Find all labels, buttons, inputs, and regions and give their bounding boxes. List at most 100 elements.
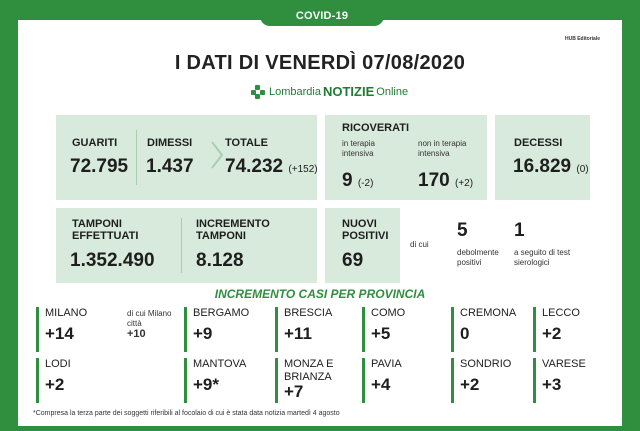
footnote: *Compresa la terza parte dei soggetti ri… — [33, 410, 340, 417]
province-name: MILANO — [45, 307, 88, 319]
province-marker — [275, 307, 278, 352]
tests-panel — [56, 208, 317, 283]
sierologici-value: 1 — [514, 220, 525, 241]
brand-left: Lombardia — [269, 85, 321, 98]
non-intensiva-value: 170 (+2) — [418, 170, 473, 192]
province-name: BRESCIA — [284, 307, 333, 319]
province-name: SONDRIO — [460, 358, 512, 370]
decessi-delta: (0) — [576, 164, 589, 175]
milano-note: di cui Milano città +10 — [127, 309, 177, 340]
nuovi-positivi-value: 69 — [342, 250, 364, 271]
lombardia-logo-icon — [251, 84, 265, 99]
province-name: COMO — [371, 307, 406, 319]
province-value: +7 — [284, 382, 304, 401]
brand-right: Online — [376, 85, 409, 98]
intensiva-value: 9 (-2) — [342, 170, 373, 192]
divider — [136, 130, 137, 185]
divider — [181, 218, 182, 273]
province-bergamo: BERGAMO +9 — [184, 307, 264, 352]
province-value: +14 — [45, 324, 74, 343]
di-cui-label: di cui — [410, 240, 429, 249]
province-marker — [184, 358, 187, 403]
nuovi-positivi-label: NUOVI POSITIVI — [342, 218, 389, 242]
province-value: +5 — [371, 324, 391, 343]
intensiva-label: in terapia intensiva — [342, 139, 375, 158]
province-marker — [36, 307, 39, 352]
province-value: +2 — [45, 375, 65, 394]
province-name: MANTOVA — [193, 358, 247, 370]
province-marker — [451, 358, 454, 403]
province-value: +9* — [193, 375, 219, 394]
dimessi-label: DIMESSI — [147, 137, 193, 149]
province-marker — [362, 307, 365, 352]
province-name: CREMONA — [460, 307, 517, 319]
province-sondrio: SONDRIO +2 — [451, 358, 531, 403]
province-name: MONZA E BRIANZA — [284, 358, 334, 383]
province-name: LECCO — [542, 307, 580, 319]
publisher-label: HUB Editoriale — [565, 36, 601, 42]
recovered-panel — [56, 115, 317, 200]
tamponi-value: 1.352.490 — [70, 250, 155, 271]
brand-mid: NOTIZIE — [322, 84, 375, 99]
guariti-label: GUARITI — [72, 137, 118, 149]
milano-note-text: di cui Milano città — [127, 309, 172, 328]
province-name: PAVIA — [371, 358, 402, 370]
page-title: I DATI DI VENERDÌ 07/08/2020 — [174, 52, 466, 74]
province-value: +2 — [542, 324, 562, 343]
non-intensiva-label: non in terapia intensiva — [418, 139, 467, 158]
debolmente-label: debolmente positivi — [457, 248, 499, 267]
sierologici-label: a seguito di test sierologici — [514, 248, 571, 267]
hospitalized-panel — [325, 115, 487, 200]
province-brescia: BRESCIA +11 — [275, 307, 355, 352]
new-positives-panel — [325, 208, 400, 283]
province-cremona: CREMONA 0 — [451, 307, 531, 352]
chevron-right-icon — [211, 141, 224, 169]
intensiva-delta: (-2) — [357, 178, 374, 189]
totale-label: TOTALE — [225, 137, 268, 149]
province-mantova: MANTOVA +9* — [184, 358, 264, 403]
province-varese: VARESE +3 — [533, 358, 613, 403]
debolmente-value: 5 — [457, 220, 468, 241]
provinces-title: INCREMENTO CASI PER PROVINCIA — [214, 287, 426, 301]
decessi-label: DECESSI — [514, 137, 563, 149]
province-marker — [533, 358, 536, 403]
province-marker — [362, 358, 365, 403]
province-marker — [184, 307, 187, 352]
province-value: +11 — [284, 324, 312, 343]
province-value: +9 — [193, 324, 213, 343]
province-value: 0 — [460, 324, 470, 343]
province-marker — [533, 307, 536, 352]
deaths-panel — [495, 115, 590, 200]
intensiva-number: 9 — [342, 170, 353, 191]
province-lodi: LODI +2 — [36, 358, 116, 403]
incremento-label: INCREMENTO TAMPONI — [196, 218, 270, 242]
tagline-pill: COVID-19 LOMBARDIA — [260, 6, 384, 42]
dimessi-value: 1.437 — [146, 156, 194, 177]
incremento-value: 8.128 — [196, 250, 244, 271]
province-name: VARESE — [542, 358, 586, 370]
milano-note-value: +10 — [127, 328, 146, 340]
decessi-value: 16.829 (0) — [513, 156, 589, 178]
province-marker — [451, 307, 454, 352]
province-name: LODI — [45, 358, 71, 370]
province-marker — [36, 358, 39, 403]
guariti-value: 72.795 — [70, 156, 129, 177]
brand-logo: Lombardia NOTIZIE Online — [251, 84, 408, 99]
ricoverati-label: RICOVERATI — [342, 122, 410, 134]
province-marker — [275, 358, 278, 403]
province-value: +4 — [371, 375, 391, 394]
totale-delta: (+152) — [288, 164, 318, 175]
totale-value: 74.232 (+152) — [225, 156, 318, 178]
province-pavia: PAVIA +4 — [362, 358, 442, 403]
province-milano: MILANO +14 — [36, 307, 116, 352]
province-monza-e-brianza: MONZA E BRIANZA +7 — [275, 358, 355, 403]
decessi-number: 16.829 — [513, 156, 572, 177]
province-lecco: LECCO +2 — [533, 307, 613, 352]
tamponi-label: TAMPONI EFFETTUATI — [72, 218, 139, 242]
province-value: +2 — [460, 375, 480, 394]
non-intensiva-number: 170 — [418, 170, 450, 191]
province-como: COMO +5 — [362, 307, 442, 352]
province-value: +3 — [542, 375, 562, 394]
non-intensiva-delta: (+2) — [454, 178, 474, 189]
